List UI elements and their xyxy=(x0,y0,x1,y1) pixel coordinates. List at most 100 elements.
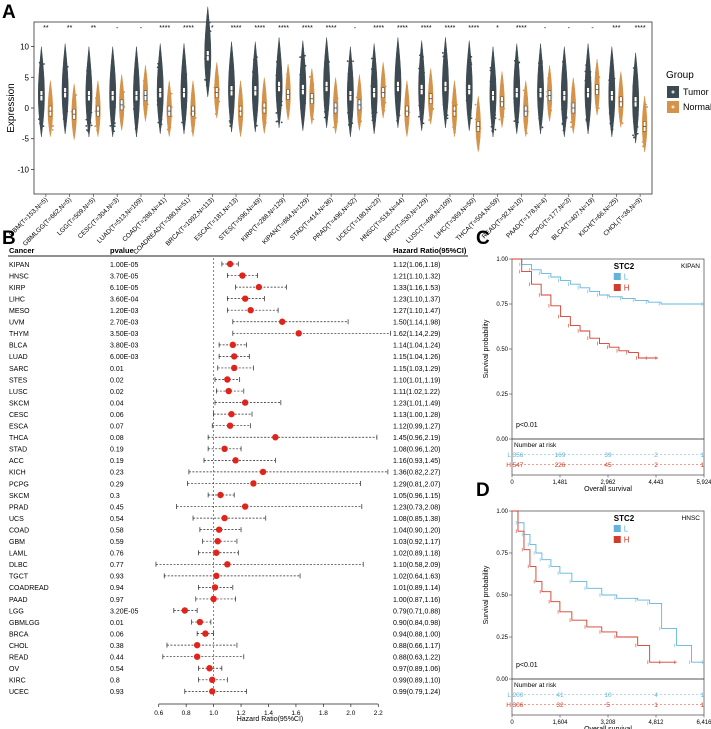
tumor-point xyxy=(419,108,421,110)
tumor-point xyxy=(490,67,492,69)
tumor-point xyxy=(204,58,206,60)
normal-point xyxy=(408,112,410,114)
km-legend-title: STC2 xyxy=(614,514,635,523)
forest-hr-point xyxy=(217,492,223,498)
tumor-point xyxy=(516,64,518,66)
forest-pvalue: 3.60E-04 xyxy=(110,296,139,303)
violin-category-label: HNSC(T=518,N=44) xyxy=(359,196,406,243)
tumor-point xyxy=(113,79,115,81)
tumor-point xyxy=(446,70,448,72)
tumor-point xyxy=(64,124,66,126)
forest-hr-point xyxy=(242,503,248,509)
tumor-point xyxy=(66,108,68,110)
forest-pvalue: 0.97 xyxy=(110,597,124,604)
normal-point xyxy=(361,107,363,109)
forest-pvalue: 3.20E-05 xyxy=(110,608,139,615)
forest-rows: KIPAN 1.00E-05 1.12(1.06,1.18)HNSC 3.70E-05… xyxy=(9,258,440,697)
tumor-point xyxy=(324,97,326,99)
normal-point xyxy=(475,104,477,106)
tumor-point xyxy=(585,71,587,73)
forest-pvalue: 0.29 xyxy=(110,481,124,488)
forest-hr-point xyxy=(226,388,232,394)
normal-point xyxy=(356,96,358,98)
legend-tumor-dot xyxy=(672,91,675,94)
significance-mark: ** xyxy=(43,25,49,32)
significance-mark: - xyxy=(568,25,571,32)
significance-mark: **** xyxy=(516,25,527,32)
forest-cancer-name: SKCM xyxy=(9,493,29,500)
normal-point xyxy=(263,125,265,127)
tumor-point xyxy=(637,126,639,128)
tumor-point xyxy=(609,112,611,114)
tumor-point xyxy=(470,67,472,69)
km-legend-label-high: H xyxy=(624,284,630,293)
normal-point xyxy=(475,118,477,120)
normal-point xyxy=(49,117,51,119)
tumor-point xyxy=(85,119,87,121)
tumor-point xyxy=(371,119,373,121)
forest-cancer-name: UCS xyxy=(9,516,24,523)
tumor-point xyxy=(423,72,425,74)
tumor-point xyxy=(185,73,187,75)
forest-cancer-name: CHOL xyxy=(9,643,29,650)
km-legend-swatch-high xyxy=(614,536,621,543)
tumor-point xyxy=(110,102,112,104)
tumor-point xyxy=(184,58,186,60)
normal-point xyxy=(451,102,453,104)
tumor-point xyxy=(513,120,515,122)
tumor-point xyxy=(562,111,564,113)
tumor-point xyxy=(275,112,277,114)
forest-pvalue: 0.06 xyxy=(110,412,124,419)
significance-mark: **** xyxy=(445,25,456,32)
tumor-point xyxy=(587,72,589,74)
violin-legend-title: Group xyxy=(666,70,694,81)
tumor-point xyxy=(564,120,566,122)
tumor-point xyxy=(161,123,163,125)
forest-pvalue: 0.58 xyxy=(110,527,124,534)
forest-hr-text: 1.36(0.82,2.27) xyxy=(393,470,440,477)
forest-hr-text: 0.99(0.79,1.24) xyxy=(393,689,440,696)
forest-hr-point xyxy=(224,376,230,382)
tumor-point xyxy=(494,114,496,116)
normal-point xyxy=(621,120,623,122)
tumor-point xyxy=(207,73,209,75)
tumor-point xyxy=(445,92,447,94)
normal-point xyxy=(502,112,504,114)
tumor-point xyxy=(398,66,400,68)
forest-pvalue: 0.94 xyxy=(110,585,124,592)
forest-hr-point xyxy=(260,469,266,475)
forest-cancer-name: BRCA xyxy=(9,631,29,638)
tumor-point xyxy=(299,74,301,76)
forest-hr-point xyxy=(227,261,233,267)
normal-point xyxy=(503,108,505,110)
tumor-point xyxy=(254,104,256,106)
normal-point xyxy=(51,126,53,128)
normal-point xyxy=(73,126,75,128)
normal-point xyxy=(597,95,599,97)
km-y-tick-label: 0.75 xyxy=(496,551,508,557)
tumor-point xyxy=(182,119,184,121)
tumor-point xyxy=(420,118,422,120)
tumor-point xyxy=(89,80,91,82)
tumor-point xyxy=(63,118,65,120)
tumor-point xyxy=(112,129,114,131)
forest-cancer-name: PAAD xyxy=(9,597,28,604)
forest-hr-text: 1.02(0.89,1.18) xyxy=(393,551,440,558)
forest-cancer-name: SARC xyxy=(9,366,28,373)
km-risk-count: 547 xyxy=(513,462,524,469)
forest-pvalue: 0.44 xyxy=(110,655,124,662)
tumor-point xyxy=(301,102,303,104)
forest-cancer-name: OV xyxy=(9,666,19,673)
significance-mark: **** xyxy=(373,25,384,32)
tumor-point xyxy=(281,121,283,123)
tumor-point xyxy=(516,123,518,125)
tumor-point xyxy=(43,125,45,127)
forest-pvalue: 0.23 xyxy=(110,470,124,477)
normal-point xyxy=(336,121,338,123)
tumor-point xyxy=(490,83,492,85)
tumor-point xyxy=(90,83,92,85)
tumor-point xyxy=(539,57,541,59)
tumor-point xyxy=(372,116,374,118)
km-x-tick-label: 4,812 xyxy=(648,720,664,726)
forest-cancer-name: KICH xyxy=(9,470,26,477)
